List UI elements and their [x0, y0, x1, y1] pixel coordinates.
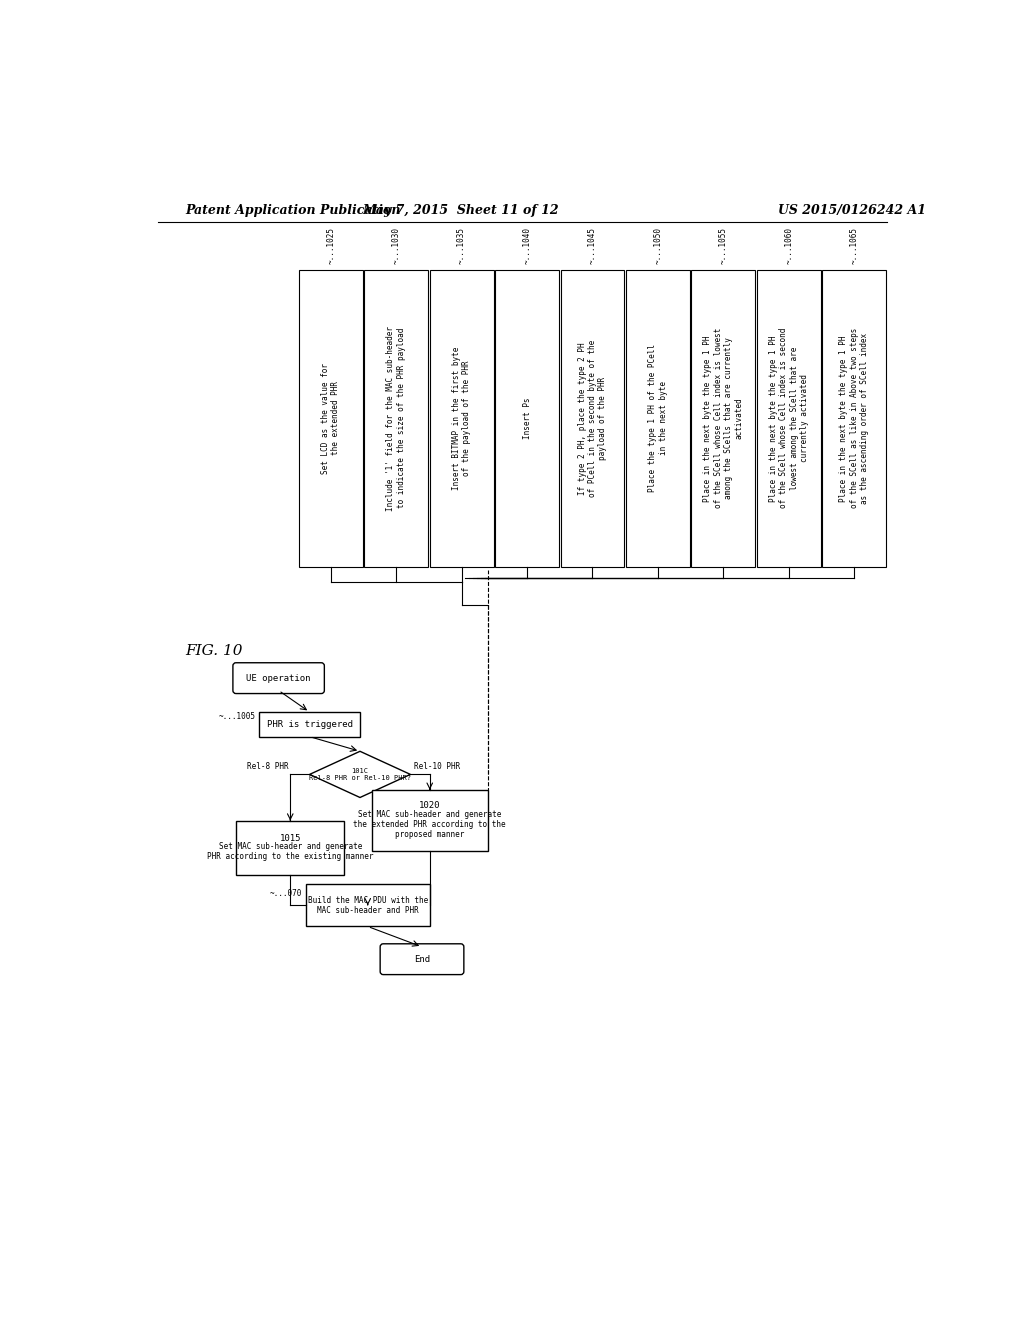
Text: Set MAC sub-header and generate
the extended PHR according to the
proposed manne: Set MAC sub-header and generate the exte… — [354, 809, 505, 840]
Text: Build the MAC PDU with the
MAC sub-header and PHR: Build the MAC PDU with the MAC sub-heade… — [308, 895, 427, 915]
Text: ~...1060: ~...1060 — [784, 227, 793, 264]
Text: ~...1050: ~...1050 — [653, 227, 661, 264]
Text: Place in the next byte the type 1 PH
of the SCell whose Cell index is lowest
amo: Place in the next byte the type 1 PH of … — [702, 329, 743, 508]
Text: ~...1030: ~...1030 — [391, 227, 400, 264]
Text: Place the type 1 PH of the PCell
in the next byte: Place the type 1 PH of the PCell in the … — [648, 345, 667, 492]
Text: Rel-10 PHR: Rel-10 PHR — [414, 762, 460, 771]
Bar — [494, 271, 558, 566]
Text: Place in the next byte the type 1 PH
of the SCell as like in Above two steps
as : Place in the next byte the type 1 PH of … — [839, 329, 868, 508]
Text: Insert Ps: Insert Ps — [522, 397, 531, 440]
Bar — [691, 271, 755, 566]
Text: End: End — [414, 954, 430, 964]
Text: Set LCD as the value for
the extended PHR: Set LCD as the value for the extended PH… — [321, 363, 340, 474]
Text: ~...1045: ~...1045 — [587, 227, 596, 264]
Polygon shape — [310, 751, 410, 797]
Bar — [299, 271, 363, 566]
Bar — [364, 271, 428, 566]
Text: 1015: 1015 — [279, 834, 301, 842]
Text: Patent Application Publication: Patent Application Publication — [185, 205, 400, 218]
Text: Place in the next byte the type 1 PH
of the SCell whose Cell index is second
low: Place in the next byte the type 1 PH of … — [768, 329, 808, 508]
Text: ~...1035: ~...1035 — [457, 227, 466, 264]
Text: PHR is triggered: PHR is triggered — [266, 719, 353, 729]
Text: Include '1' field for the MAC sub-header
to indicate the size of the PHR payload: Include '1' field for the MAC sub-header… — [386, 326, 406, 511]
Bar — [259, 711, 360, 737]
Text: Set MAC sub-header and generate
PHR according to the existing manner: Set MAC sub-header and generate PHR acco… — [207, 842, 373, 861]
Bar — [560, 271, 624, 566]
Text: 1020: 1020 — [419, 801, 440, 809]
FancyBboxPatch shape — [380, 944, 464, 974]
Text: Rel-8 PHR: Rel-8 PHR — [247, 762, 288, 771]
Bar — [821, 271, 886, 566]
Text: If type 2 PH, place the type 2 PH
of PCell in the second byte of the
payload of : If type 2 PH, place the type 2 PH of PCe… — [577, 339, 606, 496]
Text: ~...1005: ~...1005 — [218, 713, 255, 721]
Bar — [626, 271, 689, 566]
Text: ~...1065: ~...1065 — [849, 227, 858, 264]
Text: 101C
Rel-8 PHR or Rel-10 PHR?: 101C Rel-8 PHR or Rel-10 PHR? — [309, 768, 411, 781]
Text: UE operation: UE operation — [247, 673, 311, 682]
Text: ~...1055: ~...1055 — [718, 227, 728, 264]
Text: ~...1040: ~...1040 — [522, 227, 531, 264]
Bar — [429, 271, 493, 566]
Bar — [306, 884, 429, 927]
Bar — [756, 271, 820, 566]
Text: ~...070: ~...070 — [269, 890, 302, 898]
FancyBboxPatch shape — [232, 663, 324, 693]
Text: Insert BITMAP in the first byte
of the payload of the PHR: Insert BITMAP in the first byte of the p… — [451, 347, 471, 490]
Text: May 7, 2015  Sheet 11 of 12: May 7, 2015 Sheet 11 of 12 — [362, 205, 558, 218]
Bar — [235, 821, 344, 874]
Bar — [371, 789, 487, 851]
Text: ~...1025: ~...1025 — [326, 227, 335, 264]
Text: FIG. 10: FIG. 10 — [185, 644, 243, 659]
Text: US 2015/0126242 A1: US 2015/0126242 A1 — [777, 205, 925, 218]
